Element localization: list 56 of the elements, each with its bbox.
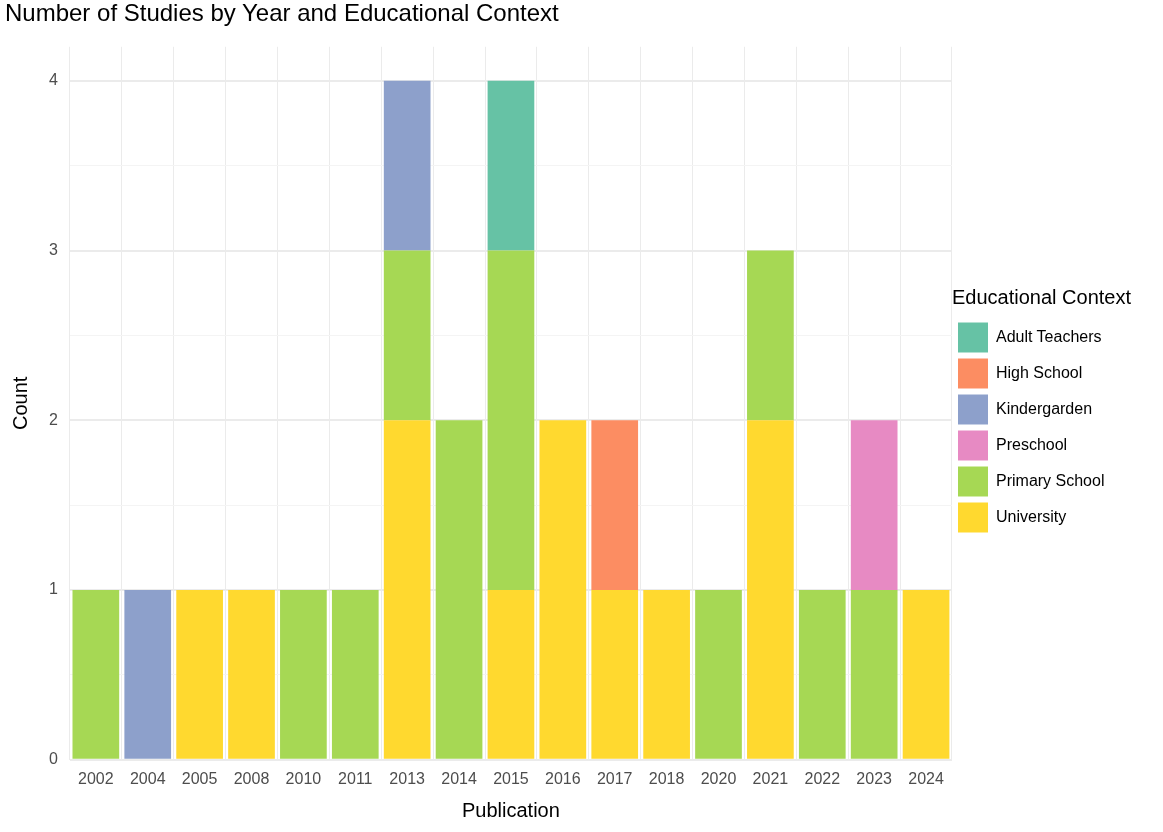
y-axis-title: Count: [8, 376, 31, 430]
y-tick-label: 1: [48, 580, 58, 598]
legend-label: Adult Teachers: [996, 327, 1102, 345]
x-tick-label: 2005: [181, 769, 218, 787]
bar: [591, 590, 639, 759]
x-tick-label: 2015: [493, 769, 529, 787]
y-tick-label: 3: [48, 240, 58, 258]
legend-label: University: [996, 507, 1067, 525]
bar: [383, 80, 431, 251]
legend-label: High School: [996, 363, 1083, 381]
x-tick-label: 2018: [648, 769, 685, 787]
x-tick-label: 2004: [129, 769, 166, 787]
bar: [487, 80, 535, 251]
x-tick-label: 2016: [545, 769, 581, 787]
bar: [228, 590, 275, 759]
y-tick-label: 2: [48, 410, 58, 428]
y-tick-label: 4: [48, 71, 58, 89]
y-tick-label: 0: [48, 750, 58, 768]
x-tick-label: 2008: [233, 769, 270, 787]
x-tick-label: 2013: [389, 769, 426, 787]
x-tick-label: 2024: [908, 769, 944, 787]
bar: [176, 590, 223, 759]
bar: [747, 420, 794, 759]
bar: [591, 420, 639, 591]
legend-label: Primary School: [996, 471, 1105, 489]
bar: [280, 590, 327, 759]
legend-title: Educational Context: [952, 286, 1132, 309]
bar: [695, 590, 742, 759]
bar: [850, 590, 898, 759]
bar: [72, 590, 120, 759]
bar: [902, 590, 950, 759]
x-tick-label: 2011: [338, 769, 373, 787]
bar: [435, 420, 483, 759]
bar: [383, 250, 431, 421]
legend-label: Kindergarden: [996, 399, 1093, 417]
bar: [331, 590, 379, 759]
bar: [539, 420, 587, 759]
bar: [124, 590, 172, 759]
x-tick-label: 2017: [596, 769, 633, 787]
bar: [383, 420, 431, 759]
bar: [747, 250, 794, 421]
x-tick-label: 2020: [700, 769, 737, 787]
x-tick-label: 2014: [441, 769, 477, 787]
legend-label: Preschool: [996, 435, 1068, 453]
x-tick-label: 2021: [752, 769, 789, 787]
x-tick-label: 2023: [856, 769, 893, 787]
bar: [850, 420, 898, 591]
x-tick-label: 2022: [804, 769, 841, 787]
bar: [643, 590, 690, 759]
x-tick-label: 2002: [78, 769, 114, 787]
x-axis-title: Publication: [462, 798, 560, 821]
bar: [487, 590, 535, 759]
x-tick-label: 2010: [285, 769, 322, 787]
bar: [487, 250, 535, 591]
bar: [798, 590, 846, 759]
chart-title: Number of Studies by Year and Educational Context: [5, 0, 560, 27]
